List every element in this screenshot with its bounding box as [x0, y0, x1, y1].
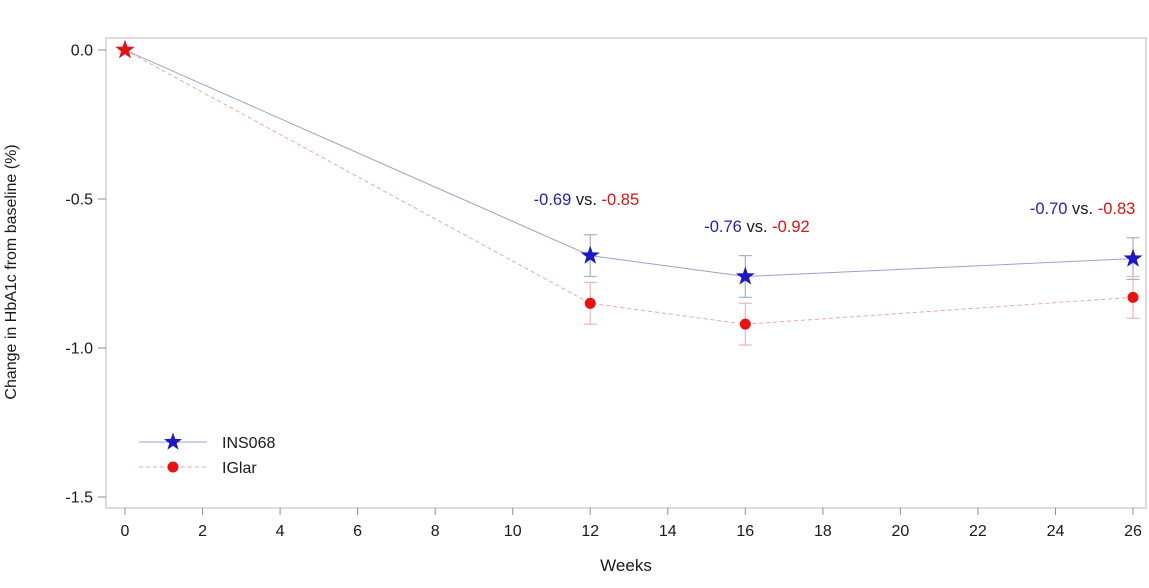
- x-tick-label: 14: [659, 523, 677, 540]
- legend-item-ins068: INS068: [139, 432, 275, 452]
- x-tick-label: 20: [892, 523, 910, 540]
- series-layer: [115, 40, 1143, 346]
- legend-label: INS068: [222, 435, 275, 452]
- x-tick-label: 2: [198, 523, 207, 540]
- data-point-marker-iglar: [115, 40, 135, 59]
- data-point-marker-iglar: [584, 297, 596, 309]
- x-tick-label: 26: [1124, 523, 1142, 540]
- x-tick-label: 16: [736, 523, 754, 540]
- x-tick-label: 18: [814, 523, 832, 540]
- comparison-annotation: -0.69 vs. -0.85: [534, 191, 639, 209]
- y-tick-label: 0.0: [71, 43, 93, 60]
- legend-label: IGlar: [222, 460, 257, 477]
- frame-layer: 0.0-0.5-1.0-1.50 2 4 6 8 10 12 14 16 18 20 22 24 26: [65, 37, 1147, 540]
- x-tick-label: 10: [504, 523, 522, 540]
- series-line-iglar: [124, 49, 1134, 325]
- x-tick-label: 4: [276, 523, 285, 540]
- y-axis-title: Change in HbA1c from baseline (%): [3, 144, 20, 399]
- legend-circle-marker-icon: [167, 461, 179, 473]
- y-tick-label: -1.0: [65, 341, 93, 358]
- legend-star-marker-icon: [164, 432, 182, 450]
- plot-frame: [105, 37, 1147, 509]
- data-point-marker-iglar: [739, 318, 751, 330]
- data-point-marker-ins068: [580, 245, 600, 264]
- data-point-marker-iglar: [1127, 291, 1139, 303]
- legend: INS068 IGlar: [139, 432, 275, 477]
- x-tick-label: 12: [581, 523, 599, 540]
- comparison-annotation: -0.70 vs. -0.83: [1030, 200, 1135, 218]
- y-tick-label: -1.5: [65, 490, 93, 507]
- annotation-layer: -0.69 vs. -0.85 -0.76 vs. -0.92 -0.70 vs. …: [534, 191, 1136, 236]
- data-point-marker-ins068: [735, 266, 755, 285]
- x-tick-label: 22: [969, 523, 987, 540]
- x-tick-label: 24: [1047, 523, 1065, 540]
- y-tick-label: -0.5: [65, 192, 93, 209]
- legend-item-iglar: IGlar: [139, 460, 257, 477]
- x-tick-label: 8: [431, 523, 440, 540]
- x-tick-label: 0: [121, 523, 130, 540]
- data-point-marker-ins068: [1123, 248, 1143, 267]
- series-line-ins068: [124, 49, 1134, 278]
- comparison-annotation: -0.76 vs. -0.92: [704, 218, 809, 236]
- x-tick-label: 6: [353, 523, 362, 540]
- x-axis-title: Weeks: [600, 556, 652, 575]
